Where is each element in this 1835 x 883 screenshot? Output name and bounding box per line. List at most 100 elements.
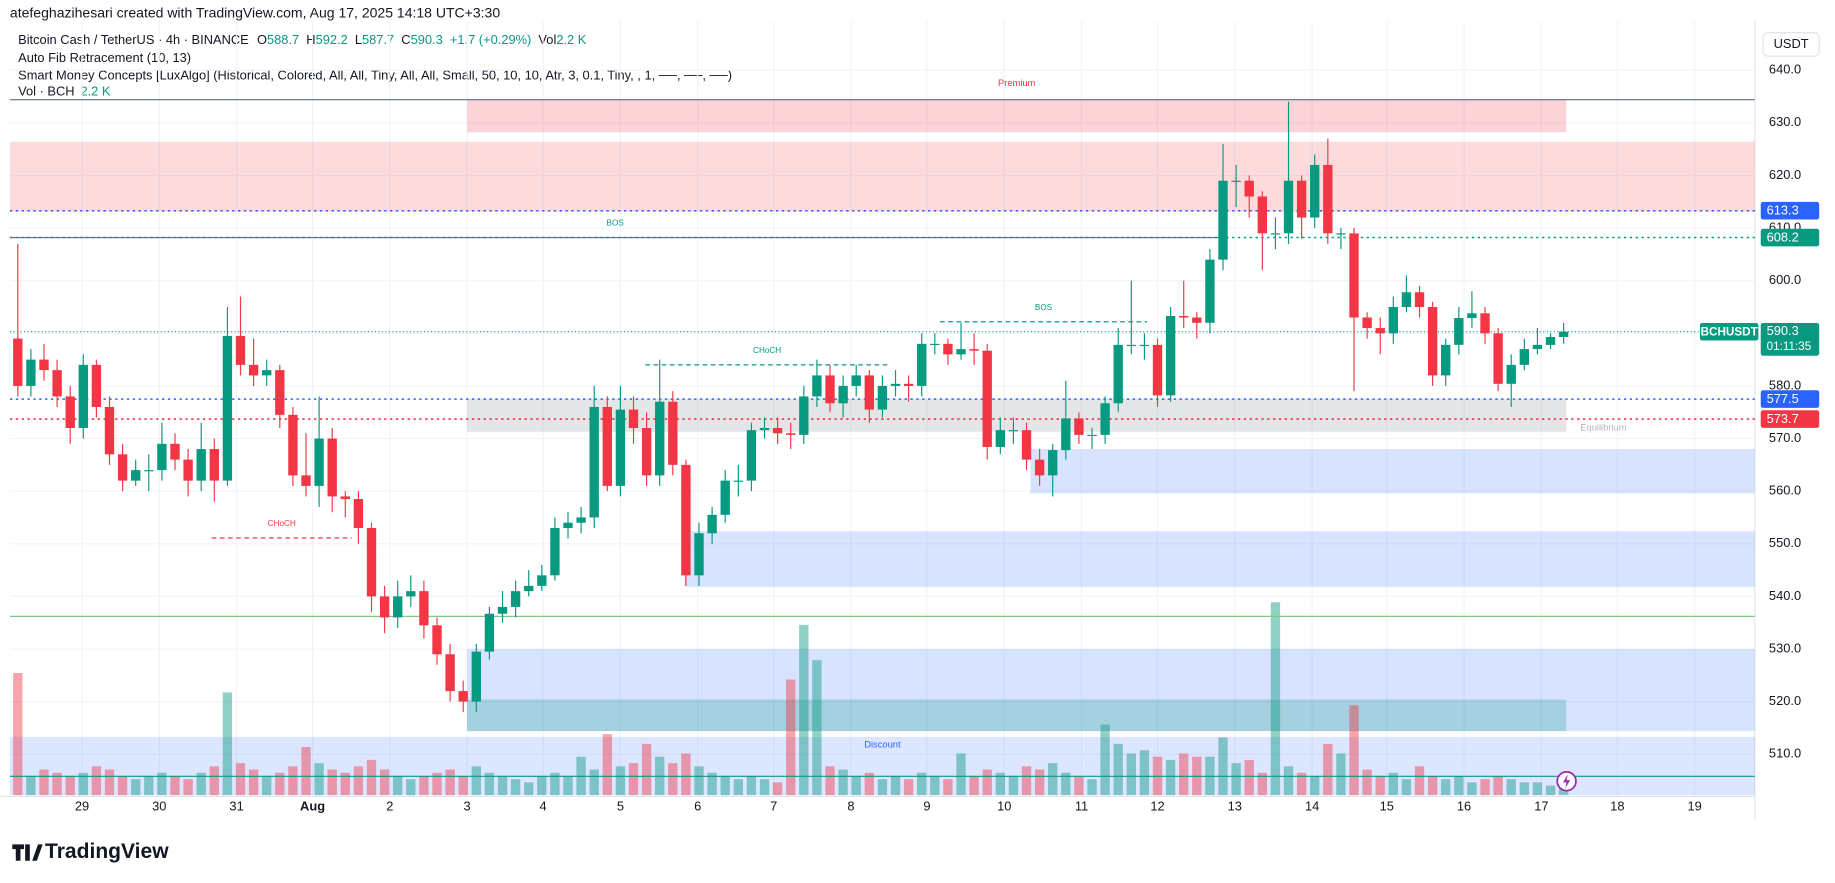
candle-body xyxy=(681,464,691,576)
x-tick-label: 7 xyxy=(770,798,777,813)
candle-body xyxy=(131,470,141,481)
zone-label: Premium xyxy=(998,78,1036,88)
volume-bar xyxy=(1519,782,1530,796)
candle-body xyxy=(510,591,521,607)
candle-body xyxy=(602,406,612,486)
candle-body xyxy=(772,428,783,434)
candle xyxy=(1296,175,1307,239)
candle-body xyxy=(1388,306,1399,334)
candle-body xyxy=(1008,430,1019,432)
candle-body xyxy=(484,613,495,652)
candle-body xyxy=(982,350,992,447)
candle xyxy=(170,433,180,471)
vol-key: Vol xyxy=(538,32,556,47)
x-tick-label: 5 xyxy=(617,798,624,813)
candle xyxy=(1048,443,1058,497)
x-tick-label: 3 xyxy=(464,798,471,813)
last-price-tag xyxy=(1760,322,1820,356)
candle xyxy=(746,422,757,492)
candle-body xyxy=(144,470,154,472)
candle-body xyxy=(104,406,115,455)
candle-body xyxy=(406,591,416,597)
y-tick-label: 510.0 xyxy=(1769,746,1801,761)
candle-body xyxy=(1506,364,1516,384)
candle xyxy=(668,391,678,476)
volume-bar xyxy=(917,772,927,796)
candle-body xyxy=(956,349,966,355)
volume-bar xyxy=(183,779,193,796)
candle xyxy=(104,396,115,465)
ohlc-key: L xyxy=(355,32,362,47)
volume-bar xyxy=(694,766,704,796)
currency[interactable]: USDT xyxy=(1774,36,1809,51)
candle xyxy=(209,438,219,502)
volume-bar xyxy=(1100,724,1110,796)
candle-body xyxy=(65,396,75,429)
zone xyxy=(684,531,1755,587)
currency-button[interactable] xyxy=(1762,32,1820,57)
candle xyxy=(275,364,285,429)
volume-bar xyxy=(275,772,285,796)
candle xyxy=(117,443,128,492)
volume-bar xyxy=(1336,753,1346,796)
candle-body xyxy=(91,364,102,407)
volume-bar xyxy=(956,753,966,796)
candle xyxy=(1506,354,1516,407)
candle xyxy=(1231,164,1241,208)
candle xyxy=(1310,154,1320,229)
candle-body xyxy=(655,401,665,476)
candle xyxy=(13,243,23,397)
candle-body xyxy=(1375,328,1385,334)
candle-body xyxy=(314,438,324,486)
candle xyxy=(353,491,364,544)
candle-body xyxy=(1349,233,1359,318)
volume-bar xyxy=(104,769,115,796)
zone xyxy=(1030,449,1755,494)
candle-body xyxy=(1139,344,1150,347)
candle-body xyxy=(26,359,36,386)
candle xyxy=(1257,191,1267,271)
overlay: 510.0 520.0 530.0 540.0 550.0 560.0 570.0 580.0… xyxy=(75,62,1820,813)
candle-body xyxy=(903,383,914,386)
x-tick-label: 13 xyxy=(1228,798,1242,813)
candle xyxy=(903,375,914,402)
candle-body xyxy=(445,654,455,692)
volume-bar xyxy=(157,772,167,796)
grid xyxy=(9,21,1755,796)
volume-bar xyxy=(288,766,298,796)
candle-body xyxy=(1165,315,1176,396)
volume-bar xyxy=(13,673,23,796)
candle-body xyxy=(668,401,678,465)
volume-bar xyxy=(1545,785,1556,796)
volume-bar xyxy=(615,766,626,796)
candle-body xyxy=(1048,450,1058,476)
candle-body xyxy=(589,406,599,518)
candle-body xyxy=(1087,434,1097,437)
candle-body xyxy=(864,375,874,410)
candle-body xyxy=(235,335,246,365)
volume-bar xyxy=(1427,775,1438,796)
candle xyxy=(196,422,206,492)
candle xyxy=(1545,333,1556,350)
candle-body xyxy=(1493,333,1503,384)
volume-bar xyxy=(1441,779,1451,796)
alert-icon[interactable] xyxy=(1556,771,1577,792)
candle-body xyxy=(1113,344,1123,404)
y-tick-label: 640.0 xyxy=(1769,62,1801,77)
volume-bar xyxy=(930,775,940,796)
structure-label: BOS xyxy=(607,219,625,228)
candle xyxy=(1480,306,1490,344)
candle-body xyxy=(615,409,626,486)
candle xyxy=(707,506,717,544)
candle xyxy=(393,580,403,628)
candle xyxy=(497,591,508,623)
volume-bar xyxy=(91,766,102,796)
volume-bar xyxy=(786,679,796,796)
candle-body xyxy=(1061,418,1071,451)
candle-body xyxy=(1545,336,1556,345)
candle-body xyxy=(1427,306,1438,376)
candle xyxy=(825,364,835,413)
volume-bar xyxy=(1218,737,1228,796)
candle-body xyxy=(497,606,508,614)
